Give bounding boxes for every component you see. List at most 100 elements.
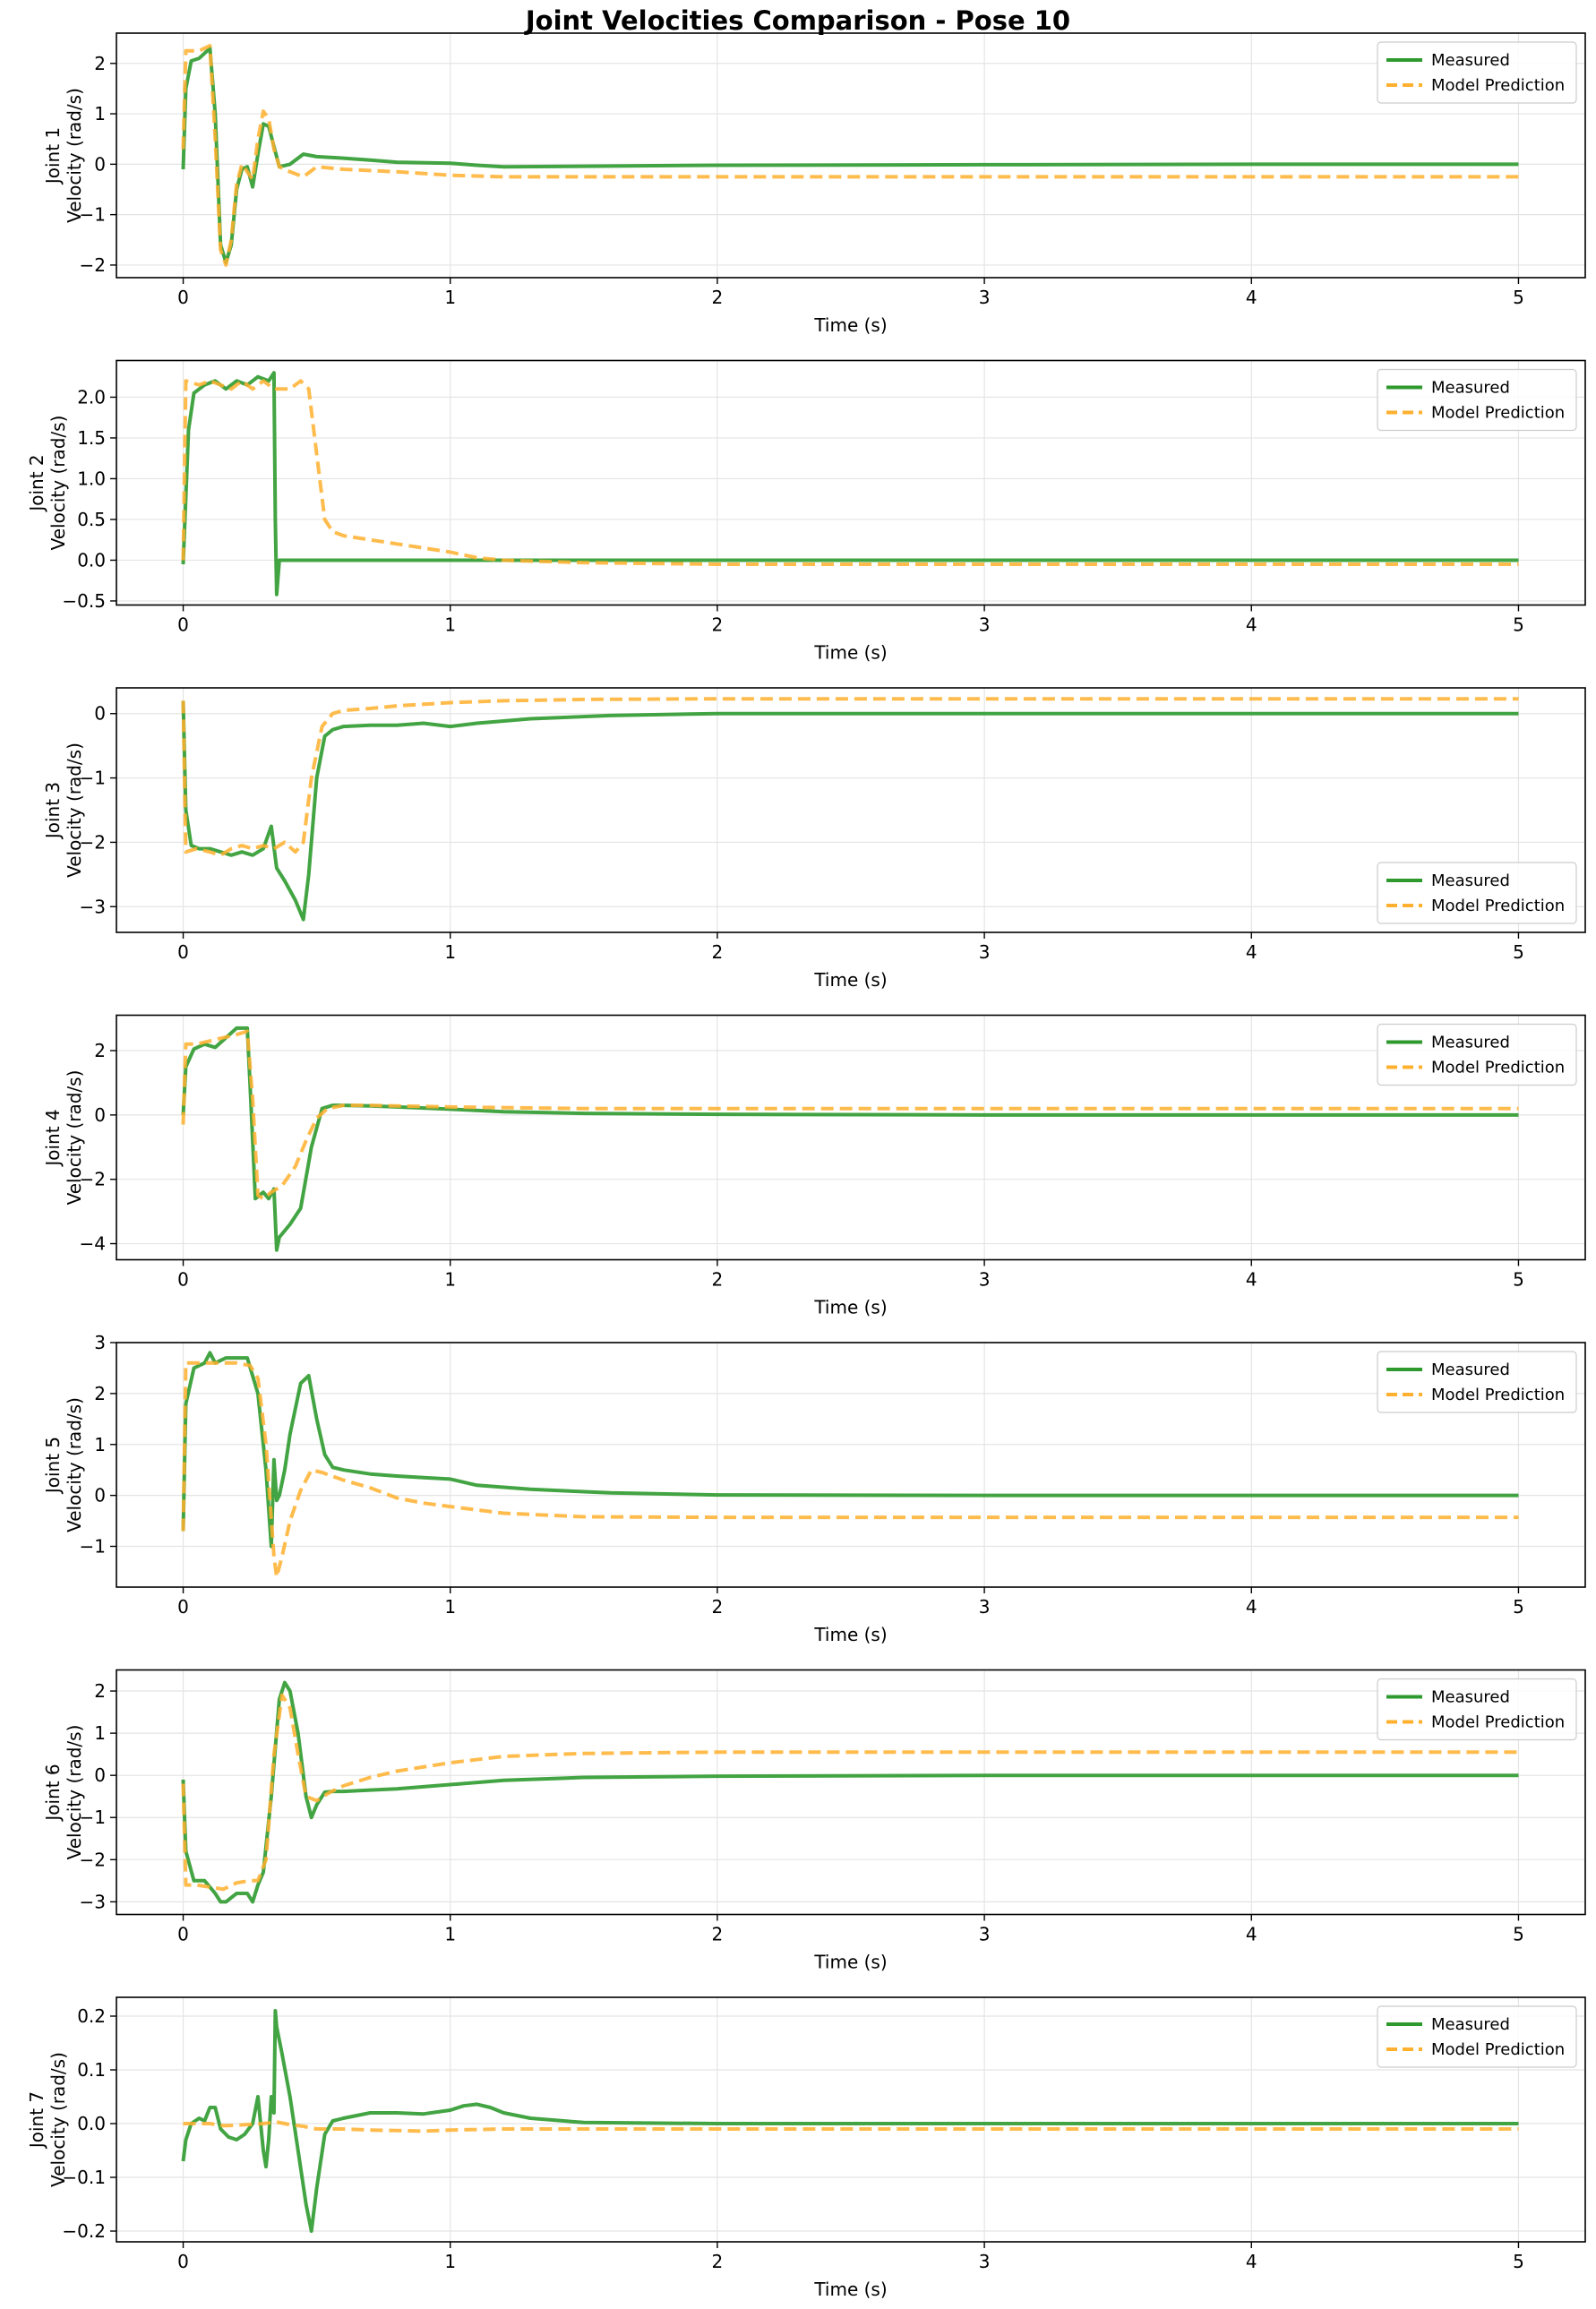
x-tick-label: 3 (979, 287, 991, 308)
y-tick-label: 0 (94, 1764, 106, 1786)
y-tick-label: 2 (94, 1040, 106, 1061)
x-axis-label: Time (s) (813, 969, 887, 991)
legend: Measured Model Prediction (1377, 1678, 1577, 1741)
legend-prediction-label: Model Prediction (1431, 404, 1565, 423)
axes-frame (116, 1996, 1586, 2243)
y-tick-label: 0 (94, 1104, 106, 1126)
legend-measured-label: Measured (1431, 379, 1510, 398)
axes-frame (116, 1669, 1586, 1916)
subplot-joint-5: 0 1 2 3 4 5 3 2 1 0 −1 Time (s) Joint 5 Velocity (rad… (42, 1332, 1586, 1645)
y-tick-label: 1.5 (77, 427, 106, 449)
y-axis-label-units: Velocity (rad/s) (64, 742, 85, 878)
x-tick-label: 0 (177, 941, 189, 963)
x-axis-label: Time (s) (813, 1624, 887, 1645)
legend-prediction-label: Model Prediction (1431, 1386, 1565, 1404)
x-tick-label: 4 (1246, 287, 1257, 308)
prediction-line (181, 379, 1519, 566)
measured-line (181, 700, 1519, 922)
legend: Measured Model Prediction (1377, 368, 1577, 432)
x-tick-label: 5 (1513, 1269, 1524, 1291)
x-tick-label: 5 (1513, 1596, 1524, 1618)
legend-box (1377, 1023, 1577, 1086)
y-tick-label: 1 (94, 103, 106, 124)
x-tick-label: 4 (1246, 941, 1257, 963)
legend-prediction-label: Model Prediction (1431, 897, 1565, 915)
y-tick-label: 2.0 (77, 386, 106, 408)
x-tick-label: 5 (1513, 614, 1524, 636)
x-axis-label: Time (s) (813, 314, 887, 336)
x-tick-label: 0 (177, 2251, 189, 2272)
measured-line (181, 2009, 1519, 2233)
legend: Measured Model Prediction (1377, 2005, 1577, 2068)
prediction-line (181, 1361, 1519, 1579)
legend-measured-label: Measured (1431, 871, 1510, 890)
legend: Measured Model Prediction (1377, 1023, 1577, 1086)
x-tick-label: 1 (444, 941, 456, 963)
x-axis-label: Time (s) (813, 2279, 887, 2300)
x-tick-label: 2 (712, 941, 724, 963)
legend-box (1377, 2005, 1577, 2068)
x-tick-label: 3 (979, 1596, 991, 1618)
x-tick-label: 0 (177, 1269, 189, 1291)
legend-prediction-label: Model Prediction (1431, 1713, 1565, 1732)
y-tick-label: −2 (80, 831, 106, 853)
y-axis-label-units: Velocity (rad/s) (47, 2052, 69, 2187)
x-tick-label: 4 (1246, 2251, 1257, 2272)
legend-box (1377, 1351, 1577, 1413)
x-tick-label: 0 (177, 1924, 189, 1945)
legend: Measured Model Prediction (1377, 862, 1577, 924)
y-axis-label-joint: Joint 5 (42, 1437, 64, 1495)
legend-box (1377, 1678, 1577, 1741)
x-tick-label: 1 (444, 1924, 456, 1945)
legend-measured-label: Measured (1431, 51, 1510, 70)
axes-frame (116, 687, 1586, 933)
subplot-joint-2: 0 1 2 3 4 5 2.0 1.5 1.0 0.5 0.0 −0.5 Time (s) Joint 2… (26, 359, 1586, 664)
y-tick-label: 0.2 (77, 2005, 106, 2027)
y-tick-label: 0 (94, 153, 106, 175)
subplot-joint-3: 0 1 2 3 4 5 0 −1 −2 −3 Time (s) Joint 3 Velocity (ra… (42, 687, 1586, 991)
measured-line (181, 1026, 1519, 1252)
subplot-joint-1: 0 1 2 3 4 5 2 1 0 −1 −2 Time (s) Joint 1 Velocity (ra… (42, 32, 1586, 336)
legend-prediction-label: Model Prediction (1431, 2040, 1565, 2059)
y-tick-label: −1 (80, 1807, 106, 1828)
x-tick-label: 2 (712, 614, 724, 636)
y-tick-label: 1.0 (77, 468, 106, 489)
legend-box (1377, 368, 1577, 432)
figure-title: Joint Velocities Comparison - Pose 10 (525, 5, 1071, 36)
x-tick-label: 5 (1513, 287, 1524, 308)
legend-prediction-label: Model Prediction (1431, 76, 1565, 95)
x-tick-label: 1 (444, 287, 456, 308)
prediction-line (183, 2120, 1519, 2133)
y-tick-label: −1 (80, 1536, 106, 1558)
x-tick-label: 3 (979, 1269, 991, 1291)
y-tick-label: −1 (80, 204, 106, 226)
x-axis-label: Time (s) (813, 1952, 887, 1973)
x-tick-label: 5 (1513, 1924, 1524, 1945)
x-tick-label: 0 (177, 614, 189, 636)
y-tick-label: −0.2 (62, 2220, 106, 2242)
y-tick-label: 2 (94, 1680, 106, 1702)
measured-line (181, 371, 1519, 597)
y-tick-label: −2 (80, 254, 106, 276)
y-tick-label: −0.1 (62, 2167, 106, 2188)
legend-measured-label: Measured (1431, 1688, 1510, 1707)
legend-prediction-label: Model Prediction (1431, 1059, 1565, 1077)
x-tick-label: 4 (1246, 1596, 1257, 1618)
x-tick-label: 3 (979, 614, 991, 636)
y-tick-label: 3 (94, 1332, 106, 1353)
y-axis-label-joint: Joint 3 (42, 782, 64, 840)
prediction-line (181, 44, 1519, 267)
y-tick-label: 0 (94, 703, 106, 725)
x-tick-label: 4 (1246, 1924, 1257, 1945)
x-tick-label: 4 (1246, 614, 1257, 636)
axes-frame (116, 1014, 1586, 1261)
x-tick-label: 3 (979, 2251, 991, 2272)
y-axis-label-joint: Joint 7 (26, 2091, 47, 2150)
legend-measured-label: Measured (1431, 1361, 1510, 1379)
prediction-line (181, 697, 1519, 857)
x-tick-label: 1 (444, 1596, 456, 1618)
x-tick-label: 3 (979, 1924, 991, 1945)
legend-measured-label: Measured (1431, 2015, 1510, 2034)
axes-frame (116, 359, 1586, 606)
